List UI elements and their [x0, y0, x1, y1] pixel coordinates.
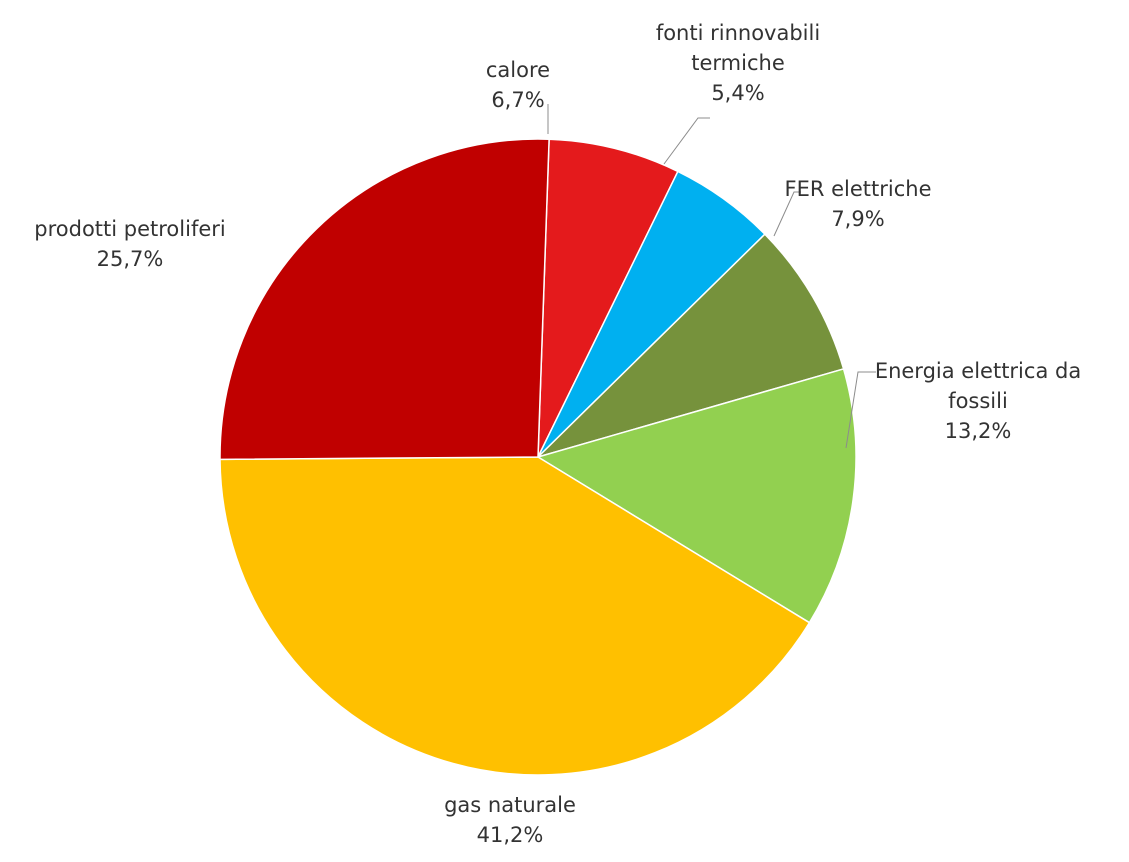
slice-label: Energia elettrica da — [875, 359, 1081, 383]
slice-label: calore — [486, 58, 550, 82]
slice-value-label: 25,7% — [97, 247, 164, 271]
pie-slice — [219, 138, 550, 461]
slice-value-label: 7,9% — [831, 207, 884, 231]
slice-label: termiche — [691, 51, 785, 75]
pie-slice — [219, 456, 811, 776]
pie-slice — [536, 368, 857, 624]
slice-value-label: 13,2% — [945, 419, 1012, 443]
slice-value-label: 6,7% — [491, 88, 544, 112]
slice-label: fonti rinnovabili — [656, 21, 820, 45]
slice-labels: calore 6,7% fonti rinnovabili termiche 5,4% F… — [34, 21, 1081, 847]
slice-value-label: 41,2% — [477, 823, 544, 847]
slice-label: FER elettriche — [785, 177, 932, 201]
slice-value-label: 5,4% — [711, 81, 764, 105]
leader-line — [845, 371, 876, 449]
slice-label: prodotti petroliferi — [34, 217, 225, 241]
pie-slice — [537, 233, 845, 458]
pie-slice — [537, 138, 679, 458]
pie-slices — [219, 138, 857, 776]
leader-lines — [547, 104, 876, 449]
leader-line — [773, 191, 801, 237]
slice-label: gas naturale — [444, 793, 576, 817]
leader-line — [663, 117, 710, 165]
slice-label: fossili — [948, 389, 1008, 413]
